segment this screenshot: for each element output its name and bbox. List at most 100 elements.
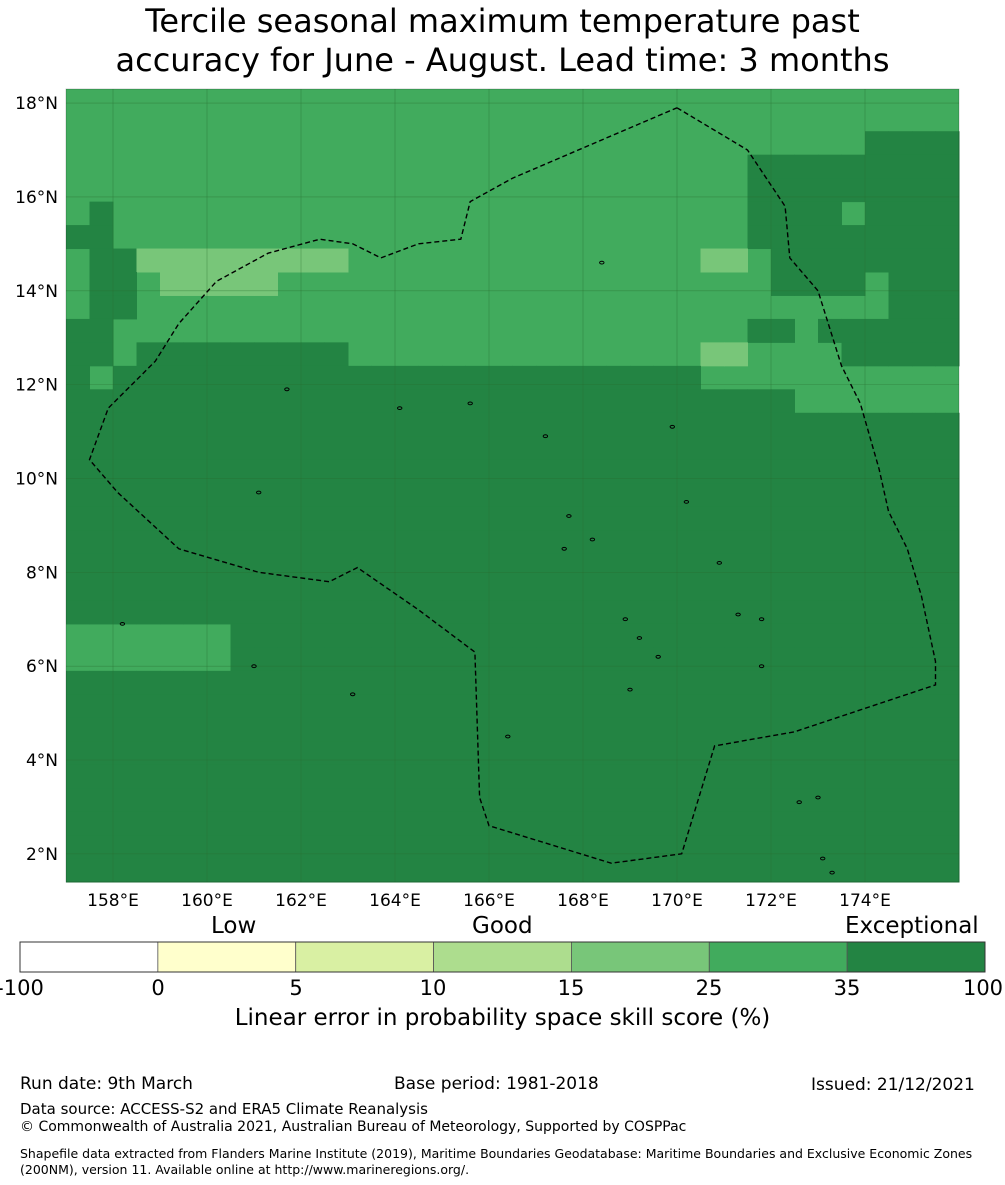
skill-cell bbox=[724, 459, 748, 484]
skill-cell bbox=[418, 577, 443, 601]
skill-cell bbox=[160, 694, 184, 719]
skill-cell bbox=[606, 788, 631, 813]
skill-cell bbox=[254, 530, 278, 555]
skill-cell bbox=[442, 600, 466, 625]
skill-cell bbox=[512, 553, 537, 578]
skill-cell bbox=[606, 530, 631, 555]
skill-cell bbox=[865, 647, 889, 672]
island-outline bbox=[655, 654, 661, 659]
skill-cell bbox=[583, 835, 607, 860]
skill-cell bbox=[724, 342, 748, 367]
skill-cell bbox=[818, 272, 842, 296]
skill-cell bbox=[841, 506, 866, 531]
longitude-labels: 158°E 160°E 162°E 164°E 166°E 168°E 170°E 172°E… bbox=[87, 891, 891, 911]
skill-cell bbox=[66, 764, 90, 789]
skill-cell bbox=[794, 694, 819, 719]
skill-cell bbox=[89, 811, 114, 836]
skill-cell bbox=[583, 389, 607, 414]
skill-cell bbox=[559, 647, 584, 672]
skill-cell bbox=[489, 600, 513, 625]
skill-cell bbox=[630, 577, 654, 601]
skill-cell bbox=[747, 717, 772, 742]
skill-cell bbox=[489, 835, 513, 860]
skill-cell bbox=[301, 577, 325, 601]
skill-cell bbox=[489, 858, 513, 883]
skill-cell bbox=[371, 670, 396, 695]
skill-cell bbox=[89, 530, 114, 555]
skill-cell bbox=[254, 248, 278, 273]
skill-cell bbox=[442, 694, 466, 719]
skill-cell bbox=[254, 858, 278, 883]
skill-cell bbox=[841, 647, 866, 672]
skill-cell bbox=[888, 717, 913, 742]
skill-cell bbox=[818, 225, 842, 250]
skill-cell bbox=[465, 436, 490, 461]
skill-cell bbox=[66, 225, 90, 250]
skill-cell bbox=[912, 600, 936, 625]
skill-cell bbox=[301, 694, 325, 719]
skill-cell bbox=[935, 764, 960, 789]
skill-cell bbox=[630, 835, 654, 860]
skill-cell bbox=[700, 389, 725, 414]
skill-cell bbox=[66, 577, 90, 601]
skill-cell bbox=[747, 741, 772, 766]
skill-cell bbox=[794, 623, 819, 648]
skill-cell bbox=[771, 436, 795, 461]
skill-cell bbox=[888, 835, 913, 860]
skill-cell bbox=[348, 788, 372, 813]
skill-cell bbox=[418, 858, 443, 883]
skill-cell bbox=[183, 764, 208, 789]
skill-cell bbox=[371, 788, 396, 813]
skill-cell bbox=[230, 577, 255, 601]
skill-cell bbox=[606, 811, 631, 836]
skill-cell bbox=[935, 577, 960, 601]
skill-cell bbox=[254, 647, 278, 672]
skill-cell bbox=[465, 647, 490, 672]
skill-cell bbox=[183, 483, 208, 508]
skill-cell bbox=[653, 600, 678, 625]
skill-cell bbox=[935, 600, 960, 625]
skill-cell bbox=[277, 365, 302, 390]
skill-cell bbox=[559, 694, 584, 719]
skill-cell bbox=[207, 530, 231, 555]
skill-cell bbox=[630, 600, 654, 625]
skill-cell bbox=[794, 154, 819, 179]
skill-cell bbox=[794, 178, 819, 203]
skill-cell bbox=[606, 741, 631, 766]
skill-cell bbox=[747, 600, 772, 625]
skill-cell bbox=[583, 436, 607, 461]
skill-cell bbox=[724, 670, 748, 695]
skill-cell bbox=[865, 623, 889, 648]
skill-cell bbox=[254, 577, 278, 601]
skill-cell bbox=[865, 154, 889, 179]
skill-cell bbox=[442, 788, 466, 813]
skill-cell bbox=[66, 318, 90, 343]
skill-cell bbox=[888, 764, 913, 789]
skill-cell bbox=[277, 741, 302, 766]
skill-cell bbox=[536, 459, 560, 484]
skill-cell bbox=[559, 365, 584, 390]
skill-cell bbox=[254, 365, 278, 390]
skill-cell bbox=[677, 623, 701, 648]
skill-cell bbox=[747, 788, 772, 813]
skill-cell bbox=[724, 248, 748, 273]
skill-cell bbox=[559, 623, 584, 648]
skill-cell bbox=[747, 811, 772, 836]
skill-cell bbox=[677, 506, 701, 531]
skill-cell bbox=[489, 389, 513, 414]
skill-cell bbox=[465, 577, 490, 601]
skill-cell bbox=[630, 459, 654, 484]
skill-cell bbox=[66, 459, 90, 484]
skill-cell bbox=[818, 788, 842, 813]
skill-cell bbox=[442, 647, 466, 672]
skill-cell bbox=[136, 764, 161, 789]
skill-cell bbox=[254, 811, 278, 836]
skill-cell bbox=[371, 694, 396, 719]
skill-cell bbox=[724, 530, 748, 555]
skill-cell bbox=[371, 717, 396, 742]
skill-cell bbox=[489, 530, 513, 555]
skill-cell bbox=[442, 436, 466, 461]
skill-cell bbox=[207, 600, 231, 625]
island-outline bbox=[622, 617, 628, 622]
map-title: Tercile seasonal maximum temperature pas… bbox=[0, 2, 1005, 80]
